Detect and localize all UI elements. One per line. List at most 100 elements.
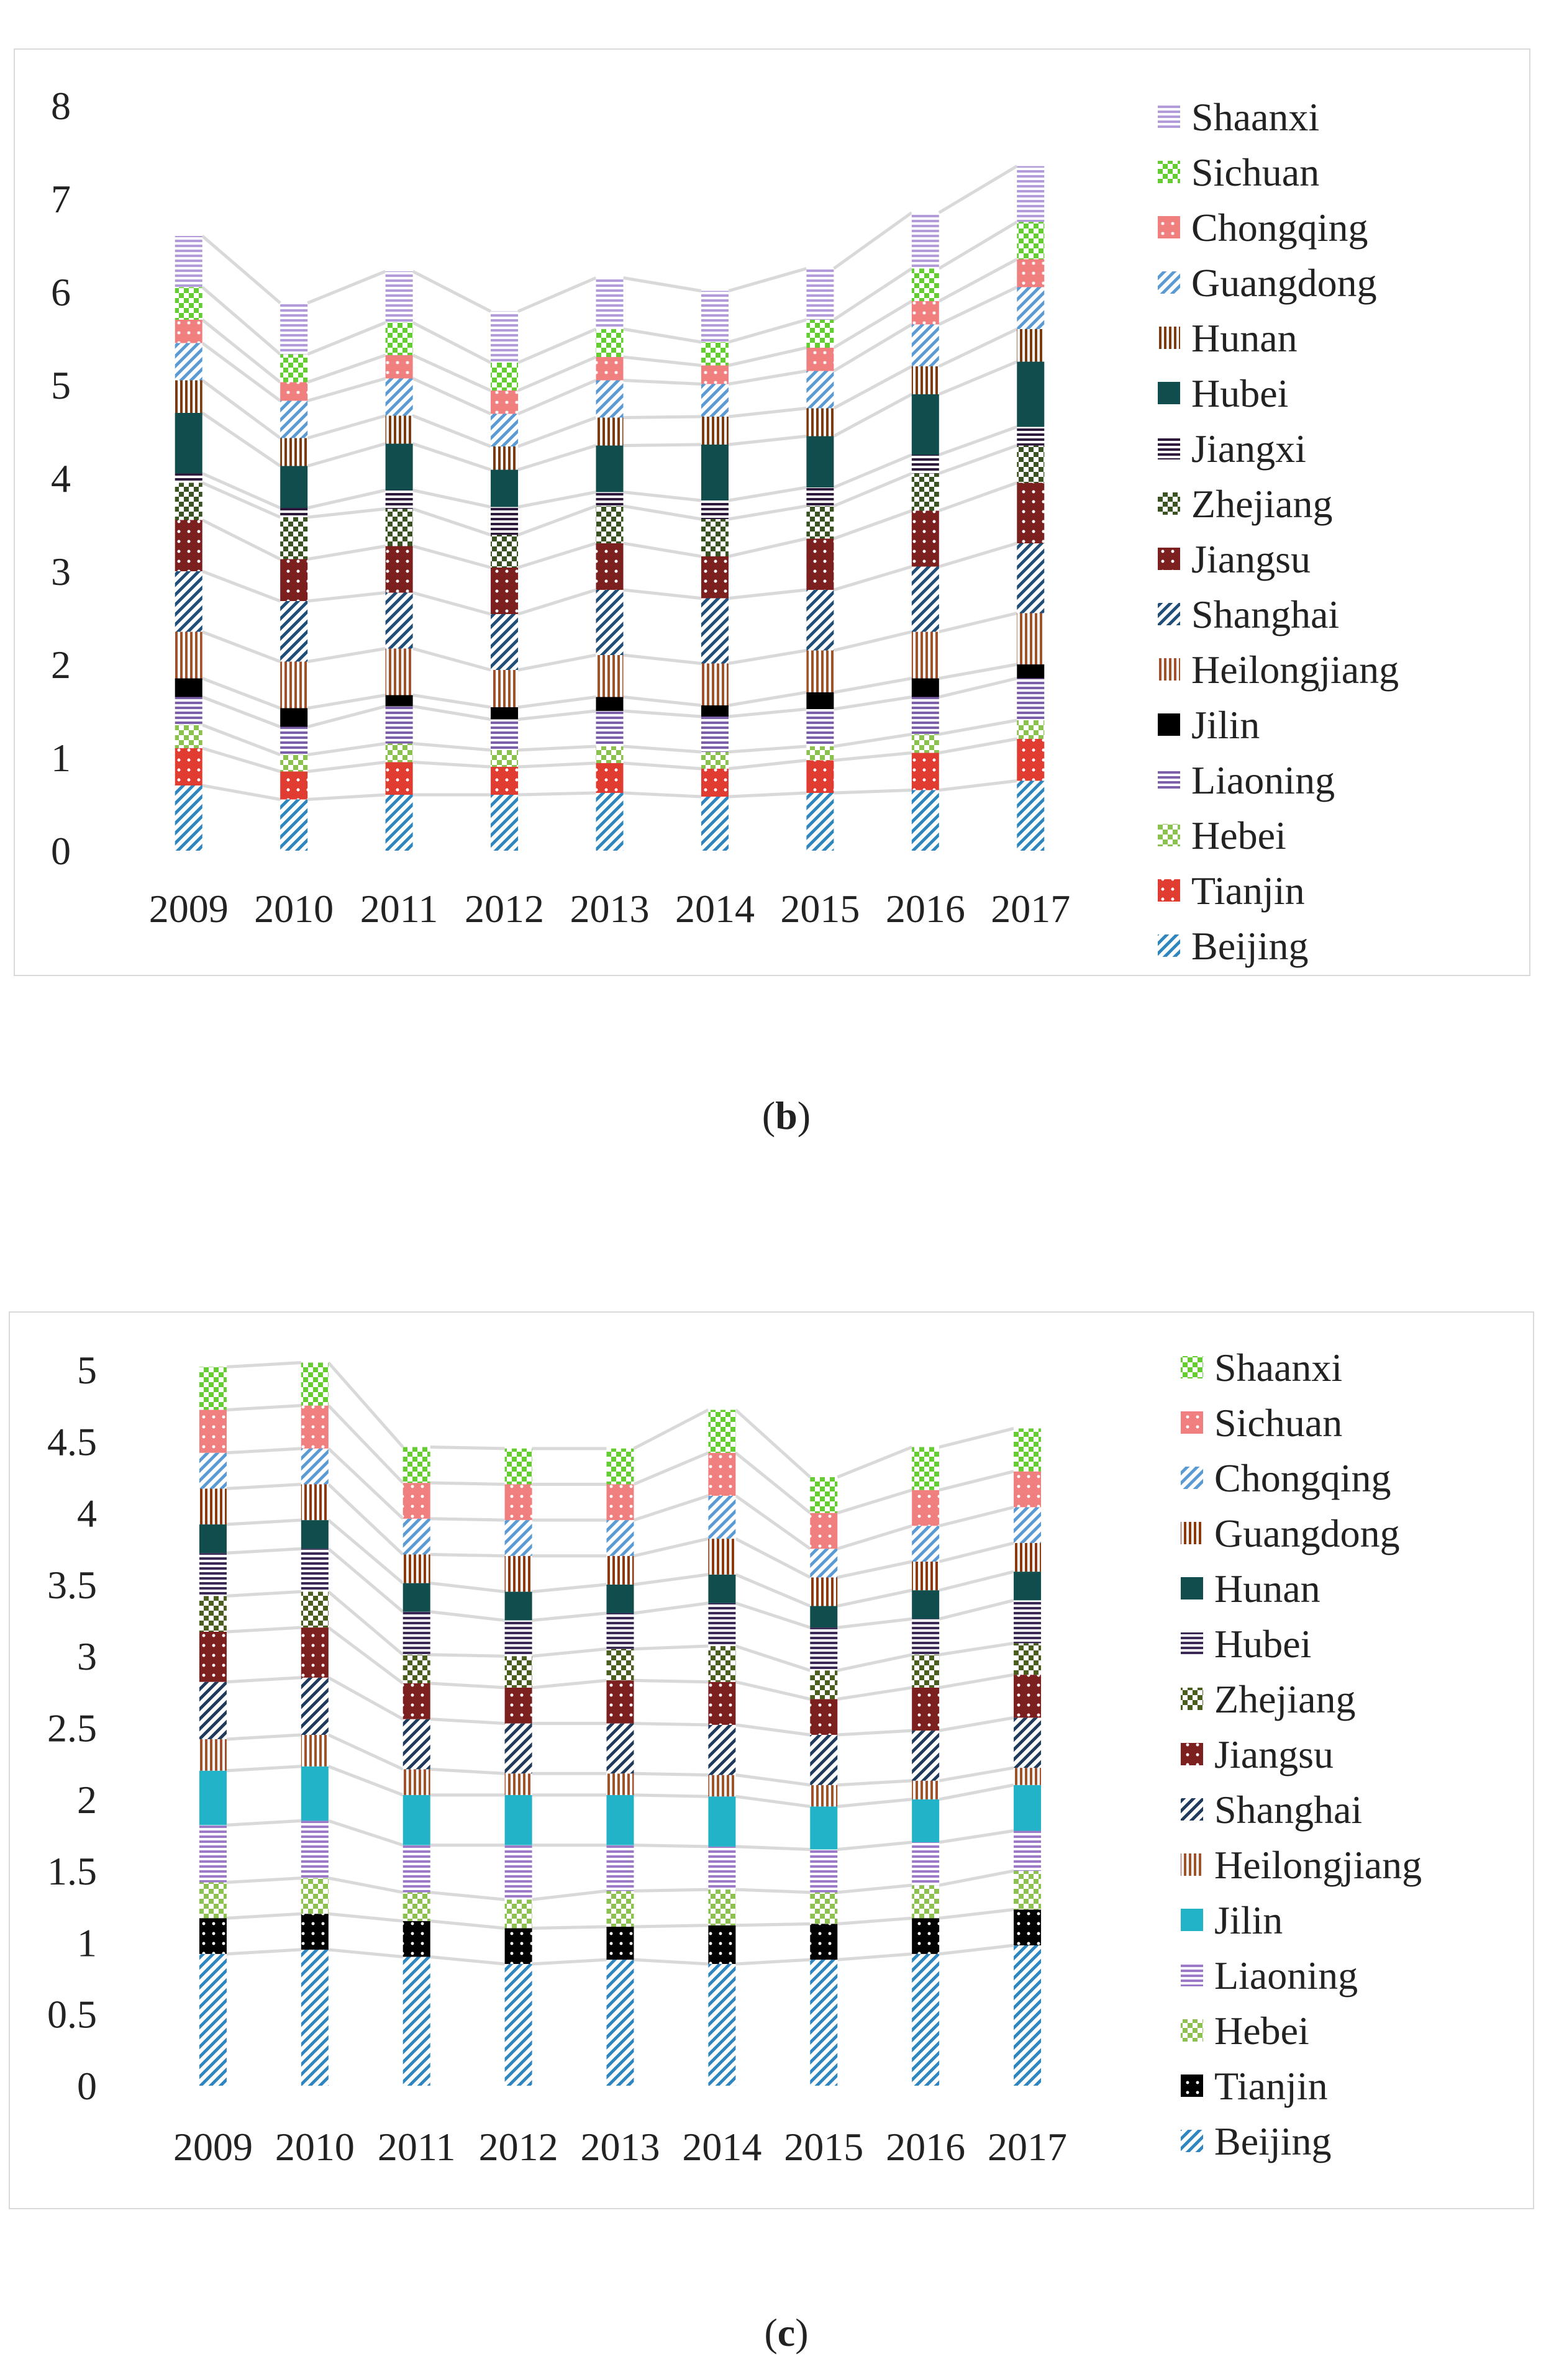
bar-b-jilin-2016 — [911, 678, 939, 697]
connector-c-jilin-5 — [735, 1794, 811, 1808]
bar-c-beijing-2015 — [810, 1960, 838, 2086]
bar-c-hunan-2012 — [504, 1591, 532, 1621]
bar-b-guangdong-2011 — [385, 378, 413, 416]
bar-b-chongqing-2011 — [385, 355, 413, 379]
legend-item-b-sichuan: Sichuan — [1158, 150, 1319, 194]
x-tick-label-b-2012: 2012 — [465, 887, 544, 931]
bar-c-hebei-2017 — [1014, 1871, 1042, 1910]
connector-b-liaoning-3 — [517, 709, 596, 721]
y-tick-label-c-4-5: 4.5 — [47, 1419, 97, 1464]
legend-label-c-sichuan: Sichuan — [1214, 1401, 1342, 1445]
connector-c-hubei-5 — [735, 1601, 811, 1629]
bar-c-jilin-2015 — [810, 1806, 838, 1850]
connector-b-jiangsu-4 — [623, 541, 702, 558]
connector-c-guangdong-4 — [633, 1537, 709, 1558]
bar-c-sichuan-2013 — [606, 1484, 634, 1521]
legend-item-c-hunan: Hunan — [1181, 1567, 1321, 1611]
connector-b-jilin-6 — [833, 677, 912, 694]
connector-c-zhejiang-6 — [837, 1653, 912, 1672]
legend-label-b-jiangsu: Jiangsu — [1191, 537, 1311, 581]
connector-b-hubei-2 — [412, 442, 491, 471]
bar-c-shanghai-2012 — [504, 1723, 532, 1774]
bar-c-chongqing-2011 — [402, 1518, 430, 1555]
connector-b-shanghai-2 — [412, 591, 491, 616]
connector-b-liaoning-0 — [201, 695, 281, 728]
bar-c-jiangsu-2014 — [708, 1681, 736, 1725]
bar-c-sichuan-2012 — [504, 1484, 532, 1521]
connector-b-beijing-0 — [202, 784, 281, 801]
connector-c-shaanxi-5 — [734, 1408, 811, 1478]
legend-label-c-guangdong: Guangdong — [1214, 1511, 1400, 1555]
bar-b-jilin-2011 — [385, 695, 413, 707]
bar-b-shaanxi-2011 — [385, 271, 413, 323]
bar-c-zhejiang-2009 — [199, 1596, 227, 1632]
connector-b-sichuan-2 — [412, 321, 492, 364]
connector-b-chongqing-0 — [201, 319, 281, 384]
caption-c-label: c — [777, 2310, 796, 2355]
connector-b-jiangxi-0 — [201, 472, 281, 510]
connector-c-jiangsu-7 — [939, 1673, 1014, 1690]
bar-b-shanghai-2014 — [701, 598, 729, 664]
bar-b-tianjin-2016 — [911, 753, 939, 790]
connector-c-hubei-0 — [226, 1547, 301, 1555]
bar-c-shaanxi-2011 — [402, 1447, 430, 1483]
connector-c-tianjin-3 — [532, 1925, 607, 1930]
bar-b-jiangxi-2012 — [491, 507, 519, 535]
connector-c-jilin-7 — [939, 1783, 1014, 1801]
bar-c-tianjin-2012 — [504, 1928, 532, 1964]
connector-b-heilongjiang-3 — [517, 653, 596, 672]
bar-b-jiangxi-2015 — [806, 487, 834, 506]
legend-swatch-c-beijing — [1181, 2130, 1203, 2152]
bar-c-zhejiang-2010 — [301, 1591, 329, 1628]
connector-c-beijing-3 — [532, 1958, 607, 1966]
bar-b-liaoning-2012 — [491, 719, 519, 750]
connector-b-hunan-4 — [623, 415, 701, 419]
series-b-chongqing — [175, 259, 1045, 414]
bar-b-guangdong-2010 — [280, 400, 308, 438]
bar-c-jilin-2009 — [199, 1770, 227, 1826]
connector-b-chongqing-1 — [307, 353, 386, 384]
legend-swatch-c-tianjin — [1181, 2075, 1203, 2097]
bar-b-tianjin-2011 — [385, 762, 413, 795]
series-b-liaoning — [175, 678, 1045, 755]
connector-b-beijing-4 — [623, 791, 702, 799]
connector-b-shaanxi-3 — [517, 276, 597, 313]
chart-panel-c: 0 0.5 1 1.5 2 2.5 3 3.5 4 4.5 5 2009 2010 2011 2012 201… — [9, 1311, 1534, 2209]
bar-c-guangdong-2012 — [504, 1555, 532, 1592]
connector-b-hebei-4 — [623, 744, 702, 754]
connector-c-hunan-4 — [634, 1573, 709, 1586]
legend-item-b-shaanxi: Shaanxi — [1158, 95, 1319, 139]
legend-swatch-c-jilin — [1181, 1909, 1203, 1931]
bar-c-shaanxi-2014 — [708, 1409, 736, 1453]
caption-b-label: b — [775, 1093, 798, 1138]
bar-b-jilin-2012 — [491, 707, 519, 720]
connector-c-sichuan-2 — [430, 1481, 505, 1486]
bar-b-sichuan-2010 — [280, 354, 308, 382]
connector-b-heilongjiang-4 — [623, 653, 702, 665]
bar-c-tianjin-2011 — [402, 1921, 430, 1957]
connector-b-heilongjiang-5 — [728, 649, 807, 665]
series-c-heilongjiang — [199, 1735, 1042, 1807]
x-tick-label-c-2010: 2010 — [275, 2125, 355, 2169]
legend-label-b-jilin: Jilin — [1191, 703, 1260, 747]
bar-b-hunan-2009 — [175, 380, 202, 413]
bar-c-heilongjiang-2016 — [912, 1780, 940, 1799]
connector-b-chongqing-2 — [412, 353, 492, 392]
legend-label-b-shaanxi: Shaanxi — [1191, 95, 1319, 139]
connector-b-hunan-2 — [412, 414, 491, 448]
connector-b-shanghai-4 — [623, 588, 702, 600]
connector-c-hunan-1 — [327, 1519, 404, 1585]
connector-c-hebei-2 — [430, 1891, 505, 1901]
legend-label-b-shanghai: Shanghai — [1191, 592, 1339, 636]
connector-b-jilin-7 — [939, 663, 1017, 680]
connector-c-hebei-3 — [532, 1889, 607, 1901]
connector-c-shanghai-4 — [634, 1722, 709, 1727]
connector-c-hebei-1 — [328, 1876, 404, 1894]
bar-b-hebei-2010 — [280, 754, 308, 772]
bar-b-chongqing-2014 — [701, 365, 729, 384]
connector-b-sichuan-4 — [623, 327, 702, 344]
connector-c-jiangsu-5 — [735, 1680, 811, 1701]
bar-b-jiangxi-2009 — [175, 473, 202, 483]
connector-c-zhejiang-2 — [430, 1653, 505, 1658]
connector-b-chongqing-7 — [938, 258, 1018, 303]
